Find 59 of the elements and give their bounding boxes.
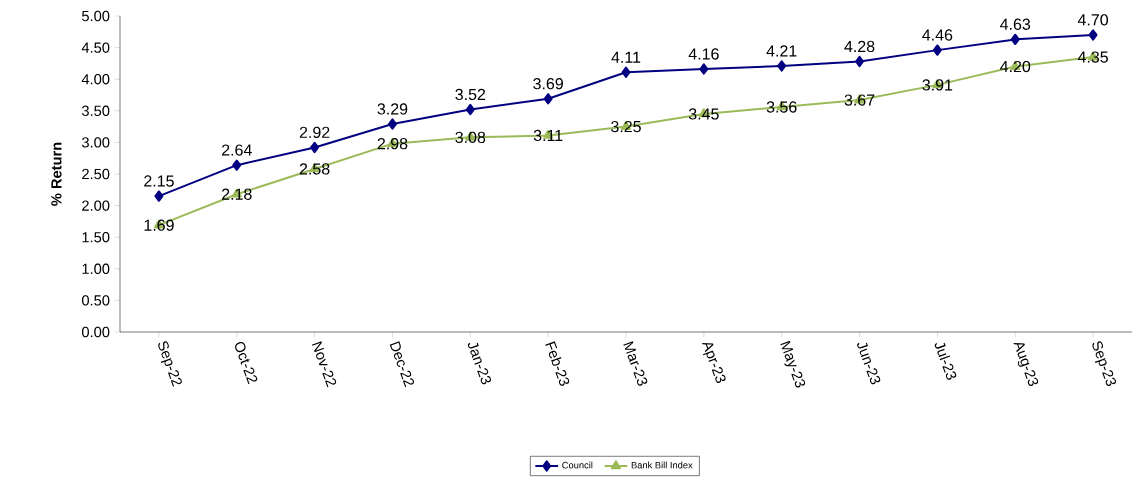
point	[387, 118, 397, 130]
data-label: 3.25	[611, 120, 641, 133]
y-tick-label: 1.00	[82, 263, 110, 274]
data-label: 4.28	[844, 40, 875, 53]
data-label: 3.29	[377, 103, 408, 115]
y-tick-label: 0.00	[81, 326, 110, 338]
x-tick-label: Apr-23	[702, 343, 726, 383]
legend-label: Council	[562, 461, 593, 469]
data-label: 1.69	[144, 219, 174, 231]
x-tick-label: Dec-22	[389, 341, 415, 388]
x-tick-label: Sep-22	[158, 341, 182, 387]
data-label: 4.70	[1077, 14, 1109, 26]
data-label: 4.11	[611, 51, 641, 63]
point	[543, 93, 553, 105]
point	[310, 141, 320, 154]
y-tick-label: 5.00	[82, 10, 110, 22]
y-axis-title: % Return	[51, 142, 62, 206]
data-label: 3.56	[766, 101, 797, 113]
data-label: 3.52	[455, 88, 486, 101]
point	[1010, 33, 1020, 46]
data-label: 4.21	[766, 45, 797, 57]
data-label: 4.63	[1000, 18, 1031, 30]
data-label: 4.20	[1000, 60, 1031, 73]
y-tick-label: 4.00	[81, 74, 110, 85]
data-label: 3.11	[533, 129, 563, 142]
y-tick-label: 0.50	[81, 295, 110, 306]
y-tick-label: 2.00	[82, 200, 110, 211]
point	[1088, 29, 1098, 41]
data-label: 3.69	[533, 78, 563, 90]
point	[699, 63, 709, 75]
y-tick-label: 1.50	[82, 232, 110, 243]
data-label: 2.64	[222, 144, 252, 156]
y-tick-label: 4.50	[81, 42, 110, 53]
point	[777, 60, 787, 72]
point	[855, 55, 865, 68]
y-tick-label: 3.50	[81, 105, 110, 116]
point	[154, 190, 164, 202]
point	[465, 103, 475, 116]
x-tick-label: Jun-23	[857, 342, 881, 385]
legend-label: Bank Bill Index	[631, 461, 693, 469]
data-label: 4.46	[922, 29, 953, 41]
x-tick-label: Sep-23	[1092, 341, 1116, 387]
point	[621, 66, 631, 78]
y-tick-label: 2.50	[82, 168, 110, 180]
x-tick-label: Oct-22	[235, 341, 258, 385]
data-label: 3.08	[455, 131, 486, 143]
data-label: 3.91	[922, 79, 953, 91]
x-tick-label: Nov-22	[311, 341, 337, 388]
data-label: 4.16	[688, 48, 719, 60]
data-label: 2.15	[144, 175, 174, 187]
data-label: 2.92	[299, 126, 330, 138]
data-label: 2.98	[377, 138, 408, 150]
x-tick-label: Jul-23	[934, 342, 957, 380]
data-label: 3.67	[844, 94, 875, 106]
x-tick-label: Jan-23	[467, 342, 492, 385]
y-tick-label: 3.00	[81, 137, 110, 148]
data-label: 3.45	[688, 108, 719, 120]
point	[932, 44, 942, 56]
point	[232, 159, 242, 171]
